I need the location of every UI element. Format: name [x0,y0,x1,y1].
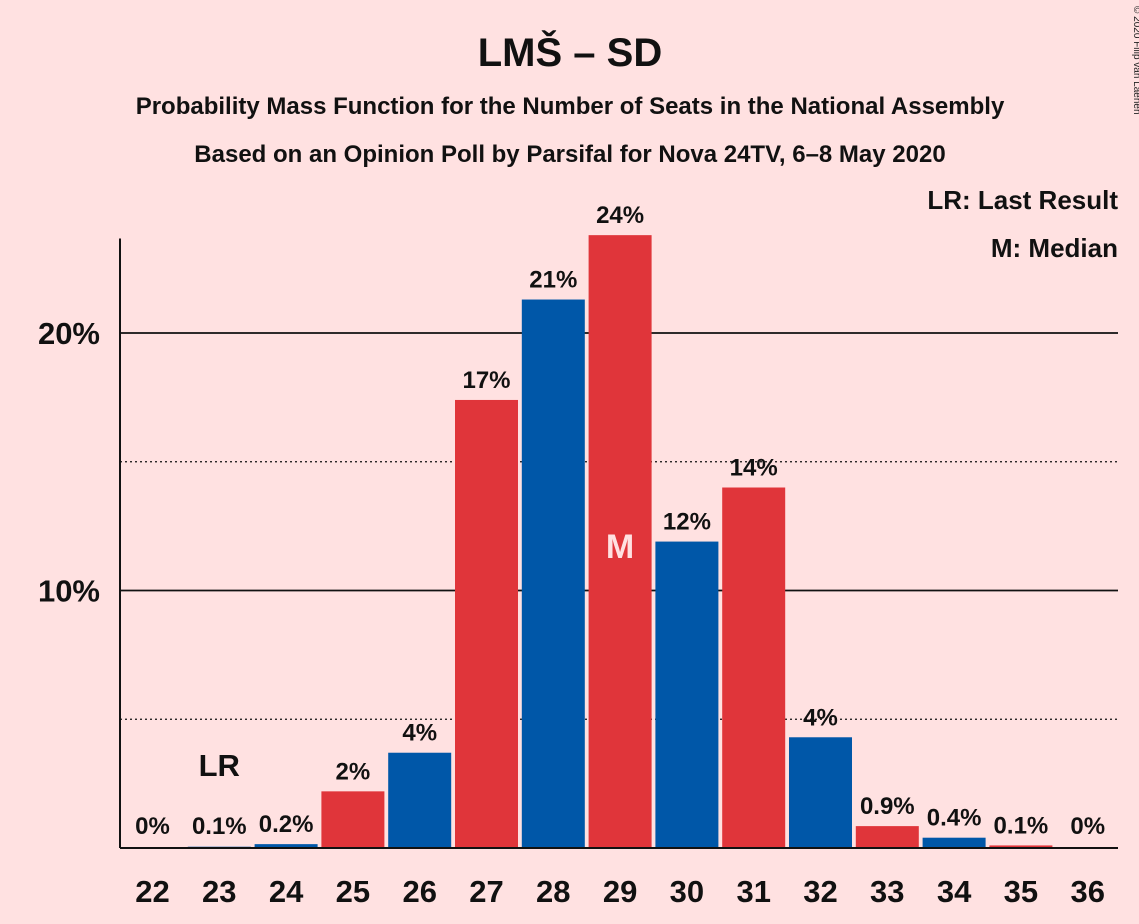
x-tick-label-34: 34 [937,874,972,909]
x-axis-labels: 22 23 24 25 26 27 28 29 30 31 32 33 34 35 36 [135,874,1105,909]
bar-24 [254,844,318,848]
x-tick-label-27: 27 [469,874,503,909]
x-tick-label-30: 30 [670,874,704,909]
x-tick-label-36: 36 [1070,874,1104,909]
bar-28 [521,299,585,848]
y-axis-labels: 10% 20% [38,316,100,609]
data-label-29: 24% [596,202,644,229]
chart-title: LMŠ – SD [478,29,662,75]
bar-26 [388,752,452,848]
data-label-30: 12% [663,509,711,536]
bar-33 [855,826,919,848]
x-tick-label-26: 26 [402,874,436,909]
bar-29 [588,235,652,848]
bar-31 [722,487,786,848]
x-tick-label-29: 29 [603,874,637,909]
data-label-27: 17% [462,367,510,394]
legend-last-result: LR: Last Result [927,185,1118,215]
data-label-26: 4% [402,720,437,747]
y-tick-label: 20% [38,316,100,351]
data-label-35: 0.1% [994,812,1049,839]
x-tick-label-28: 28 [536,874,570,909]
bar-25 [321,791,385,848]
bar-34 [922,837,986,848]
data-label-31: 14% [730,455,778,482]
data-label-25: 2% [336,758,371,785]
bar-35 [989,845,1053,848]
x-tick-label-23: 23 [202,874,236,909]
data-label-28: 21% [529,267,577,294]
data-label-23: 0.1% [192,813,247,840]
data-labels: 0% 0.1% 0.2% 2% 4% 17% 21% 24% 12% 14% 4% 0.9% 0.4% 0… [135,202,1105,840]
x-tick-label-24: 24 [269,874,304,909]
data-label-24: 0.2% [259,811,314,838]
data-label-33: 0.9% [860,793,915,820]
data-label-32: 4% [803,704,838,731]
x-tick-label-25: 25 [336,874,370,909]
bar-32 [789,737,852,848]
data-label-22: 0% [135,813,170,840]
data-label-34: 0.4% [927,805,982,832]
x-tick-label-33: 33 [870,874,904,909]
legend-median: M: Median [991,233,1118,263]
y-tick-label: 10% [38,574,100,609]
last-result-marker: LR [199,748,240,783]
x-tick-label-35: 35 [1004,874,1038,909]
bar-30 [655,541,719,848]
x-tick-label-32: 32 [803,874,837,909]
bars [187,235,1053,848]
bar-27 [455,399,518,848]
data-label-36: 0% [1070,813,1105,840]
x-tick-label-31: 31 [736,874,770,909]
x-tick-label-22: 22 [135,874,169,909]
markers: LR M [199,528,635,783]
chart-subtitle-line-1: Probability Mass Function for the Number… [136,93,1005,120]
copyright-credit: © 2020 Filip van Laenen [1131,6,1139,115]
chart-subtitle-line-2: Based on an Opinion Poll by Parsifal for… [194,141,945,168]
median-marker: M [606,528,634,566]
